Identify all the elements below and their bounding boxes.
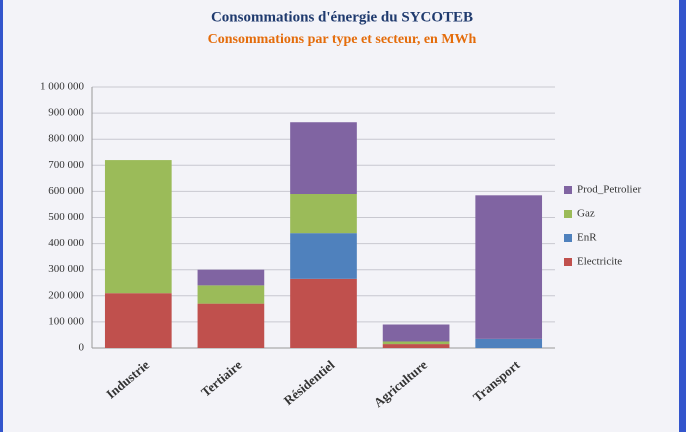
bar-segment bbox=[382, 344, 450, 348]
y-tick-label: 900 000 bbox=[48, 107, 84, 119]
legend-swatch bbox=[564, 234, 572, 242]
bar-segment bbox=[475, 195, 543, 339]
y-tick-label: 600 000 bbox=[48, 185, 84, 197]
chart-title: Consommations d'énergie du SYCOTEB bbox=[211, 9, 473, 25]
frame-left bbox=[0, 0, 3, 432]
legend-swatch bbox=[564, 258, 572, 266]
y-tick-label: 1 000 000 bbox=[40, 81, 85, 93]
y-tick-label: 0 bbox=[79, 342, 85, 354]
bar-segment bbox=[382, 341, 450, 345]
legend-swatch bbox=[564, 210, 572, 218]
y-tick-label: 800 000 bbox=[48, 133, 84, 145]
y-tick-label: 200 000 bbox=[48, 289, 84, 301]
frame-right bbox=[679, 0, 686, 432]
bar-segment bbox=[290, 122, 357, 195]
bar-segment bbox=[104, 293, 172, 348]
y-tick-label: 500 000 bbox=[48, 211, 84, 223]
bar-segment bbox=[197, 285, 265, 304]
y-tick-label: 400 000 bbox=[48, 237, 84, 249]
legend-label: Electricite bbox=[577, 256, 622, 268]
bar-segment bbox=[290, 194, 357, 234]
bar-segment bbox=[104, 160, 172, 294]
bar-segment bbox=[197, 303, 265, 348]
y-tick-label: 300 000 bbox=[48, 263, 84, 275]
bar-segment bbox=[290, 233, 357, 279]
y-tick-label: 100 000 bbox=[48, 315, 84, 327]
chart-subtitle: Consommations par type et secteur, en MW… bbox=[208, 32, 477, 47]
legend-label: Gaz bbox=[577, 208, 595, 220]
legend-swatch bbox=[564, 186, 572, 194]
legend-label: Prod_Petrolier bbox=[577, 184, 641, 196]
bar-segment bbox=[382, 324, 450, 342]
bar-segment bbox=[290, 278, 357, 348]
bar-segment bbox=[197, 269, 265, 286]
legend-label: EnR bbox=[577, 232, 597, 244]
bar-segment bbox=[475, 338, 543, 348]
y-tick-label: 700 000 bbox=[48, 159, 84, 171]
